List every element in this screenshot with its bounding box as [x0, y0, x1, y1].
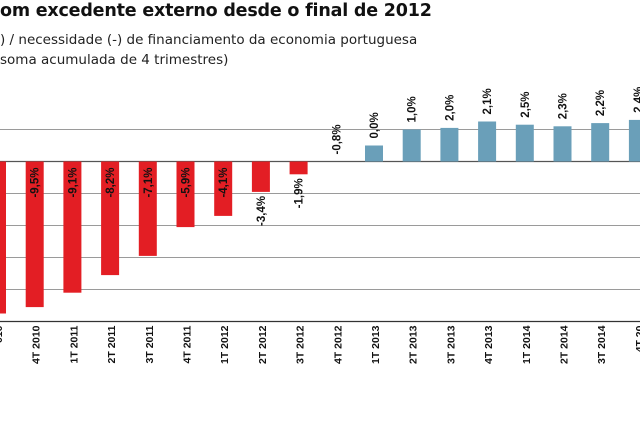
x-tick-label: 2T 2011 [106, 325, 118, 363]
data-label: -0,8% [331, 124, 343, 154]
bar [553, 126, 572, 162]
x-tick-label: 2T 2013 [408, 325, 420, 364]
data-label: -9,5% [30, 168, 42, 198]
x-tick-label: 1T 2011 [68, 325, 80, 363]
x-tick-label: 3T 2014 [596, 325, 608, 364]
bar [214, 161, 233, 216]
data-label: 2,5% [520, 91, 532, 117]
x-tick-label: 4T 2010 [31, 325, 43, 364]
data-label: 2,2% [595, 90, 607, 116]
data-label: 2,3% [558, 93, 570, 119]
data-label: 2,0% [444, 95, 456, 121]
x-tick-label: 3T 2013 [445, 325, 457, 364]
bar [251, 161, 270, 192]
data-label: -8,2% [105, 168, 117, 198]
chart-subtitle: ) / necessidade (-) de financiamento da … [0, 32, 418, 48]
bar [176, 161, 195, 228]
data-label: -3,4% [256, 196, 268, 226]
data-label: 2,4% [633, 87, 640, 113]
bar [591, 123, 610, 162]
data-label: -1,9% [294, 178, 306, 208]
data-label: 2,1% [482, 88, 494, 114]
data-label: -5,9% [181, 168, 193, 198]
x-tick-label: 4T 2011 [182, 325, 194, 363]
bar [289, 161, 308, 175]
data-label: 0,0% [369, 112, 381, 138]
x-tick-label: 4T 2013 [483, 325, 495, 364]
x-tick-label: 2T 2014 [559, 325, 571, 364]
bar [0, 161, 6, 314]
chart-subtitle-note: soma acumulada de 4 trimestres) [0, 52, 229, 68]
x-tick-label: 3T 2011 [144, 325, 156, 363]
bar [402, 129, 421, 162]
x-tick-label: 2T 2012 [257, 325, 269, 364]
x-tick-label: 4T 2012 [332, 325, 344, 364]
x-tick-label: 1T 2012 [219, 325, 231, 364]
bar [365, 145, 383, 162]
data-label: -7,1% [143, 168, 155, 198]
x-tick-label: 010 [0, 325, 5, 343]
bar [515, 124, 534, 162]
chart-title: om excedente externo desde o final de 20… [0, 1, 432, 21]
bar [478, 121, 497, 162]
x-tick-label: 4T 20 [634, 325, 640, 352]
data-label: -4,1% [218, 168, 230, 198]
x-tick-label: 3T 2012 [295, 325, 307, 364]
bar [138, 161, 157, 256]
bar [63, 161, 82, 293]
bar [25, 161, 44, 308]
bar [101, 161, 120, 276]
x-tick-label: 1T 2014 [521, 325, 533, 364]
x-tick-label: 1T 2013 [370, 325, 382, 364]
data-label: -9,1% [67, 168, 79, 198]
bar [440, 127, 459, 162]
data-label: 1,0% [407, 96, 419, 122]
bar [628, 119, 640, 162]
